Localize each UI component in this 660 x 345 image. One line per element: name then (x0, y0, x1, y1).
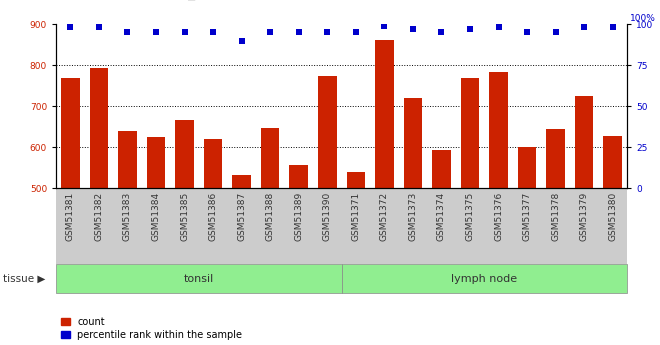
Bar (603, 136, 622, 188)
Bar (546, 129, 565, 188)
Bar (518, 147, 537, 188)
Bar (118, 131, 137, 188)
Text: GSM51378: GSM51378 (551, 191, 560, 241)
Point (408, 26, 418, 32)
Text: lymph node: lymph node (451, 274, 517, 284)
Text: GSM51385: GSM51385 (180, 191, 189, 241)
Text: 100%: 100% (630, 14, 655, 23)
Bar (232, 175, 251, 188)
Text: GSM51375: GSM51375 (465, 191, 475, 241)
Point (493, 25, 504, 30)
Text: tonsil: tonsil (183, 274, 214, 284)
Text: GSM51384: GSM51384 (152, 191, 160, 240)
Text: GSM51381: GSM51381 (66, 191, 75, 241)
Bar (176, 120, 194, 188)
Text: GSM51374: GSM51374 (437, 191, 446, 240)
Bar (346, 172, 365, 188)
Point (436, 30, 447, 35)
Point (522, 30, 533, 35)
Point (65, 25, 76, 30)
Legend: count, percentile rank within the sample: count, percentile rank within the sample (61, 317, 242, 340)
Point (94, 25, 104, 30)
Point (322, 30, 333, 35)
Text: GSM51383: GSM51383 (123, 191, 132, 241)
Bar (489, 72, 508, 188)
Text: GSM51387: GSM51387 (237, 191, 246, 241)
Text: GSM51382: GSM51382 (94, 191, 104, 240)
Point (265, 30, 275, 35)
Text: GSM51380: GSM51380 (609, 191, 617, 241)
Bar (318, 76, 337, 188)
Bar (432, 150, 451, 188)
Point (379, 23, 389, 29)
Point (150, 30, 161, 35)
Bar (461, 78, 479, 188)
Text: GSM51386: GSM51386 (209, 191, 218, 241)
Point (180, 30, 190, 35)
Bar (404, 98, 422, 188)
Point (607, 25, 618, 30)
Bar (147, 137, 165, 188)
Bar (204, 139, 222, 188)
Point (550, 30, 561, 35)
Point (208, 30, 218, 35)
Point (350, 30, 361, 35)
Point (579, 25, 589, 30)
Bar (261, 128, 279, 188)
Text: GSM51371: GSM51371 (351, 191, 360, 241)
Text: tissue ▶: tissue ▶ (3, 274, 46, 284)
Text: GSM51377: GSM51377 (523, 191, 531, 241)
Bar (290, 165, 308, 188)
Text: GSM51373: GSM51373 (409, 191, 417, 241)
Point (465, 26, 475, 32)
Text: GSM51389: GSM51389 (294, 191, 303, 241)
Point (122, 30, 133, 35)
Bar (575, 96, 593, 188)
Point (236, 38, 247, 43)
Point (294, 30, 304, 35)
Text: GSM51372: GSM51372 (380, 191, 389, 240)
Bar (375, 40, 393, 188)
Text: GSM51390: GSM51390 (323, 191, 332, 241)
Text: GSM51376: GSM51376 (494, 191, 503, 241)
Bar (90, 68, 108, 188)
Text: GSM51388: GSM51388 (266, 191, 275, 241)
Bar (61, 78, 80, 188)
Text: GSM51379: GSM51379 (579, 191, 589, 241)
